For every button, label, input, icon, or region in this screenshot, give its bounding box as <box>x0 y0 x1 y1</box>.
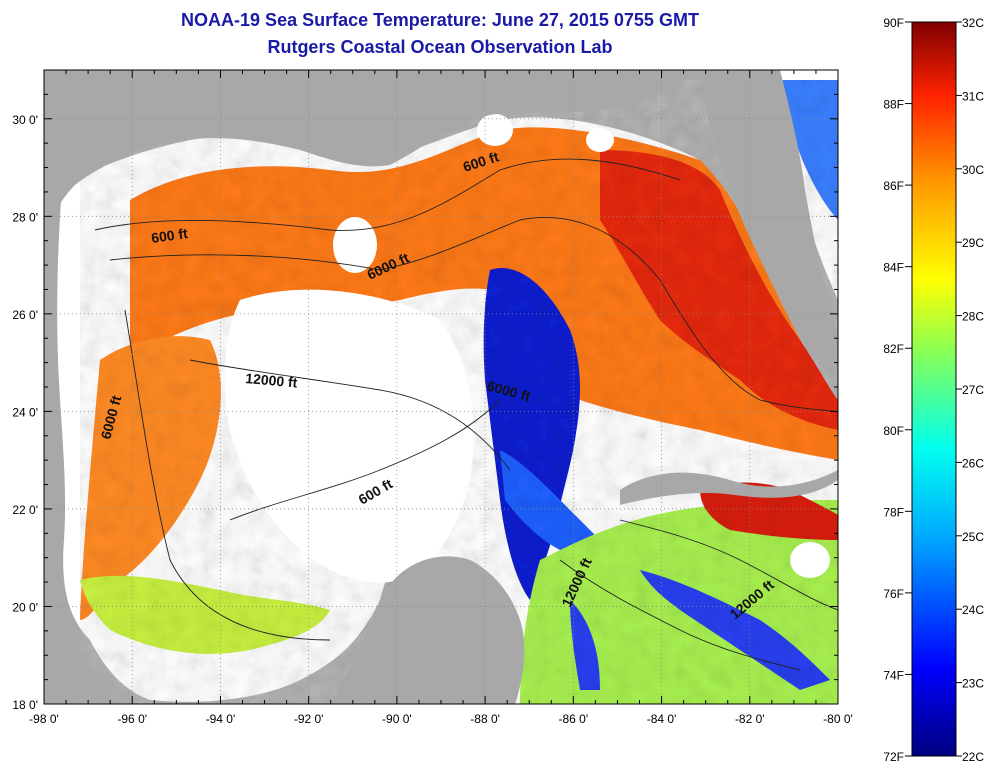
longitude-tick-label: -96 0' <box>117 712 147 726</box>
cloud-patches <box>224 114 830 583</box>
colorbar-f-label: 76F <box>883 587 904 601</box>
colorbar-celsius-labels: 32C 31C 30C 29C 28C 27C 26C 25C 24C 23C 22C <box>956 16 984 764</box>
colorbar <box>911 21 957 757</box>
bathymetry-contours <box>94 158 838 671</box>
colorbar-c-label: 31C <box>962 89 984 103</box>
colorbar-f-label: 84F <box>883 261 904 275</box>
longitude-tick-label: -82 0' <box>735 712 765 726</box>
colorbar-c-label: 32C <box>962 16 984 30</box>
longitude-tick-label: -86 0' <box>559 712 589 726</box>
longitude-tick-label: -88 0' <box>470 712 500 726</box>
longitude-tick-label: -84 0' <box>647 712 677 726</box>
colorbar-f-label: 74F <box>883 668 904 682</box>
mexico-coastline <box>44 240 120 704</box>
colorbar-f-label: 82F <box>883 342 904 356</box>
northern-coastline <box>44 70 700 240</box>
yucatan-peninsula <box>330 556 525 704</box>
longitude-tick-label: -80 0' <box>823 712 853 726</box>
colorbar-f-label: 86F <box>883 179 904 193</box>
latitude-tick-label: 18 0' <box>12 698 38 712</box>
colorbar-f-label: 88F <box>883 98 904 112</box>
latitude-tick-label: 24 0' <box>12 405 38 419</box>
graticule <box>44 70 838 704</box>
longitude-tick-label: -90 0' <box>382 712 412 726</box>
land-masses <box>44 70 838 704</box>
latitude-tick-label: 28 0' <box>12 210 38 224</box>
latitude-tick-label: 20 0' <box>12 600 38 614</box>
colorbar-f-label: 72F <box>883 750 904 764</box>
colorbar-f-label: 80F <box>883 424 904 438</box>
longitude-tick-label: -92 0' <box>294 712 324 726</box>
florida-peninsula <box>700 70 838 380</box>
colorbar-fahrenheit-labels: 90F 88F 86F 84F 82F 80F 78F 76F 74F 72F <box>883 16 912 764</box>
colorbar-c-label: 25C <box>962 530 984 544</box>
latitude-tick-label: 22 0' <box>12 503 38 517</box>
longitude-labels: -98 0' -96 0' -94 0' -92 0' -90 0' -88 0' -86 … <box>29 712 853 726</box>
colorbar-c-label: 23C <box>962 677 984 691</box>
sst-field <box>80 80 838 704</box>
map-title: NOAA-19 Sea Surface Temperature: June 27… <box>181 10 699 30</box>
latitude-labels: 18 0' 20 0' 22 0' 24 0' 26 0' 28 0' 30 0' <box>12 113 38 712</box>
colorbar-f-label: 78F <box>883 505 904 519</box>
colorbar-c-label: 30C <box>962 163 984 177</box>
latitude-tick-label: 30 0' <box>12 113 38 127</box>
latitude-tick-label: 26 0' <box>12 308 38 322</box>
map-subtitle: Rutgers Coastal Ocean Observation Lab <box>267 37 613 57</box>
contour-label: 600 ft <box>150 225 189 246</box>
cuba-island <box>620 470 838 505</box>
colorbar-c-label: 26C <box>962 456 984 470</box>
colorbar-c-label: 24C <box>962 603 984 617</box>
axis-ticks <box>43 69 839 705</box>
longitude-tick-label: -94 0' <box>206 712 236 726</box>
colorbar-c-label: 28C <box>962 310 984 324</box>
contour-label: 12000 ft <box>245 370 299 391</box>
colorbar-c-label: 27C <box>962 383 984 397</box>
colorbar-c-label: 22C <box>962 750 984 764</box>
longitude-tick-label: -98 0' <box>29 712 59 726</box>
colorbar-f-label: 90F <box>883 16 904 30</box>
colorbar-c-label: 29C <box>962 236 984 250</box>
